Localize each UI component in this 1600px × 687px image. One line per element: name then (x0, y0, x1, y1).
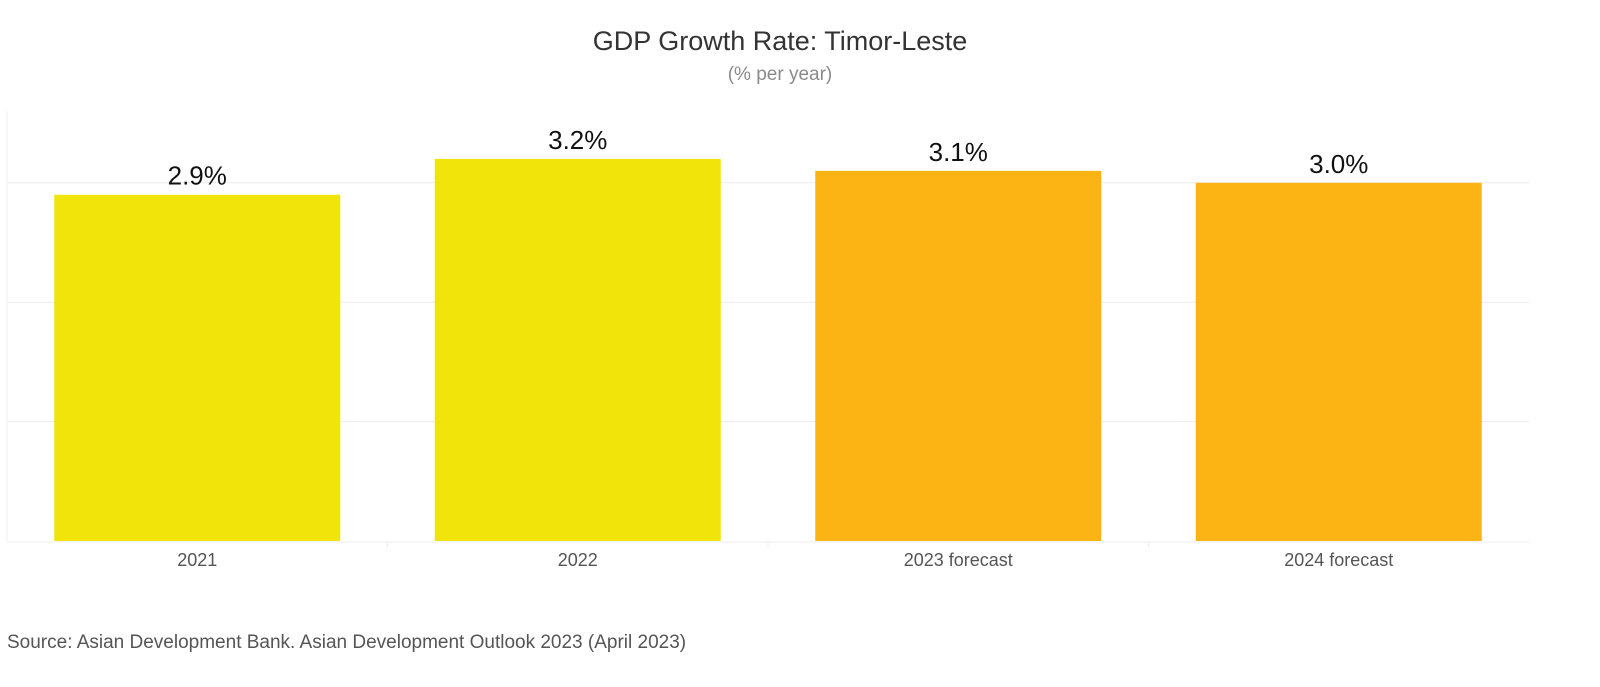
chart-title: GDP Growth Rate: Timor-Leste (592, 26, 968, 56)
bar[interactable] (54, 194, 341, 542)
data-label: 3.1% (929, 137, 988, 167)
chart-subtitle: (% per year) (727, 64, 833, 85)
data-label: 3.2% (548, 125, 607, 155)
bar[interactable] (434, 158, 721, 542)
x-tick-label: 2021 (177, 550, 217, 570)
bar[interactable] (1195, 182, 1482, 542)
bars (54, 158, 1482, 542)
x-tick-label: 2023 forecast (904, 550, 1013, 570)
data-labels: 2.9% 3.2% 3.1% 3.0% (168, 125, 1369, 191)
x-tick-label: 2022 (558, 550, 598, 570)
data-label: 2.9% (168, 161, 227, 191)
source-note: Source: Asian Development Bank. Asian De… (7, 632, 687, 653)
x-tick-label: 2024 forecast (1284, 550, 1393, 570)
x-axis: 2021 2022 2023 forecast 2024 forecast (7, 541, 1529, 570)
bar[interactable] (815, 170, 1102, 542)
data-label: 3.0% (1309, 149, 1368, 179)
